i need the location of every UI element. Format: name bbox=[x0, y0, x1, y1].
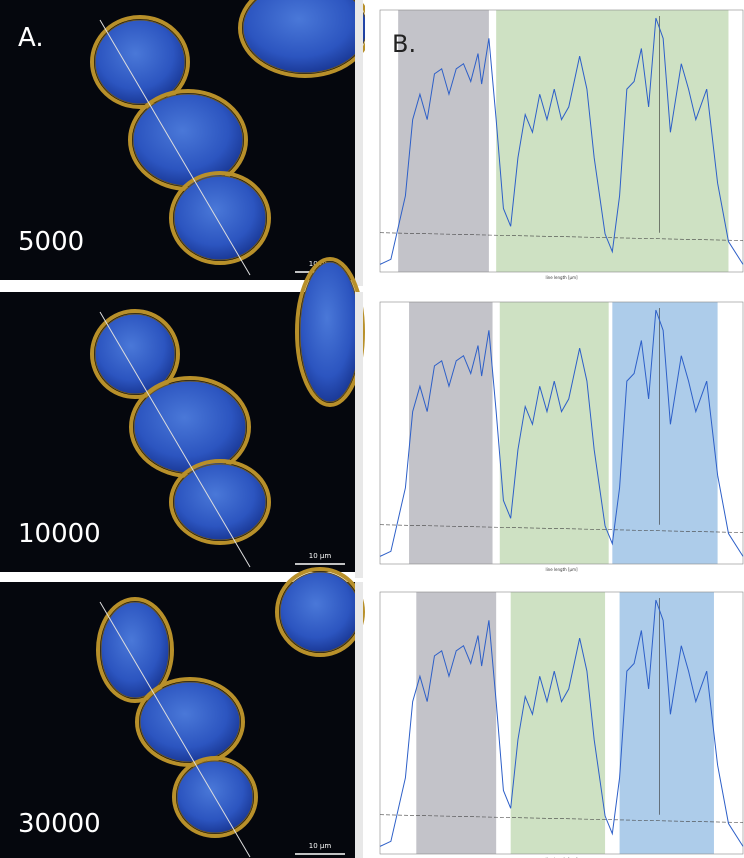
profile-line bbox=[99, 19, 251, 276]
nucleus bbox=[299, 261, 361, 403]
profile-line bbox=[99, 601, 251, 858]
nucleus bbox=[94, 19, 186, 105]
cell-outline bbox=[172, 756, 258, 838]
nucleus bbox=[279, 571, 361, 653]
panel-label: A. bbox=[18, 23, 44, 53]
profile-plot: line length [µm] bbox=[365, 582, 744, 858]
x-axis-label: line length [µm] bbox=[545, 567, 578, 572]
nucleus bbox=[139, 681, 241, 763]
threshold-label: 30000 bbox=[18, 809, 101, 839]
plot-frame bbox=[379, 591, 744, 855]
region-band bbox=[409, 302, 493, 564]
nucleus bbox=[100, 601, 170, 699]
scale-bar-label: 10 µm bbox=[309, 842, 332, 850]
nucleus bbox=[94, 313, 176, 395]
scale-bar-label: 10 µm bbox=[309, 552, 332, 560]
image-panel: 10000 10 µm bbox=[0, 257, 365, 578]
plot-frame bbox=[379, 9, 744, 273]
image-panel: 30000 10 µm bbox=[0, 567, 365, 858]
baseline bbox=[379, 524, 744, 533]
profile-plot: line length [µm] bbox=[365, 292, 744, 572]
intensity-profile bbox=[379, 599, 744, 847]
nucleus bbox=[133, 380, 247, 474]
cell-outline bbox=[90, 15, 190, 109]
nucleus bbox=[173, 463, 267, 541]
nucleus bbox=[173, 175, 267, 261]
threshold-label: 10000 bbox=[18, 519, 101, 549]
profile-line bbox=[99, 311, 251, 568]
region-band bbox=[510, 592, 606, 854]
cell-outline bbox=[96, 597, 174, 703]
region-band bbox=[612, 302, 718, 564]
baseline bbox=[379, 232, 744, 241]
cell-outline bbox=[169, 171, 271, 265]
cell-outline bbox=[169, 459, 271, 545]
region-band bbox=[496, 10, 729, 272]
threshold-label: 5000 bbox=[18, 227, 84, 257]
scroll-bar bbox=[355, 292, 363, 578]
cell-outline bbox=[90, 309, 180, 399]
region-band bbox=[499, 302, 609, 564]
panel-label: B. bbox=[392, 30, 416, 58]
region-band bbox=[398, 10, 489, 272]
baseline bbox=[379, 814, 744, 823]
scroll-bar bbox=[355, 0, 363, 286]
scroll-bar bbox=[355, 582, 363, 858]
plot-frame bbox=[379, 301, 744, 565]
profile-plot: line length [µm] bbox=[365, 0, 744, 280]
x-axis-label: line length [µm] bbox=[545, 275, 578, 280]
intensity-profile bbox=[379, 17, 744, 265]
region-band bbox=[619, 592, 714, 854]
intensity-profile bbox=[379, 309, 744, 557]
region-band bbox=[416, 592, 497, 854]
